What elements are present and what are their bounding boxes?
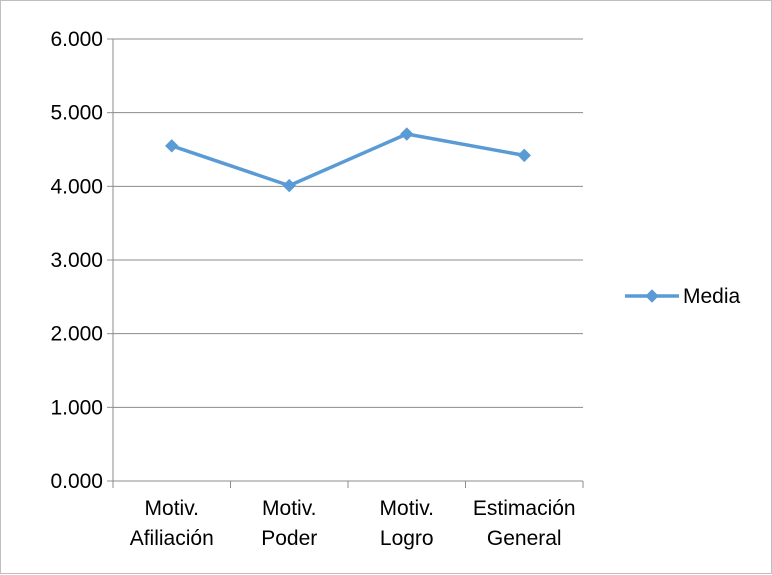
y-tick-label: 4.000 (50, 175, 103, 198)
gridlines (113, 38, 583, 408)
y-tick-label: 2.000 (50, 323, 103, 346)
legend-swatch-marker (645, 289, 659, 303)
data-point-marker (282, 178, 296, 193)
data-point-marker (517, 148, 531, 163)
y-tick-label: 3.000 (50, 249, 103, 272)
series-line (170, 132, 526, 188)
x-tick-labels: Motiv. Afiliación Motiv. Poder Motiv. Logro Es… (130, 497, 576, 550)
x-tick-label: Motiv. Afiliación (130, 497, 214, 550)
x-tick-label: Estimación General (473, 497, 576, 550)
y-tick-label: 0.000 (50, 470, 103, 493)
y-tick-label: 5.000 (50, 102, 103, 125)
y-tick-labels: 0.000 1.000 2.000 3.000 4.000 5.000 6.000 (50, 28, 103, 493)
data-point-marker (400, 127, 414, 141)
x-tick-label: Motiv. Poder (261, 497, 317, 550)
series-layer (165, 127, 531, 193)
y-tick-label: 1.000 (50, 396, 103, 419)
legend-label: Media (683, 285, 741, 308)
axes (107, 38, 584, 488)
data-point-marker (165, 139, 179, 153)
x-tick-label: Motiv. Logro (380, 497, 434, 550)
y-tick-label: 6.000 (50, 28, 103, 51)
legend: Media (625, 285, 741, 308)
